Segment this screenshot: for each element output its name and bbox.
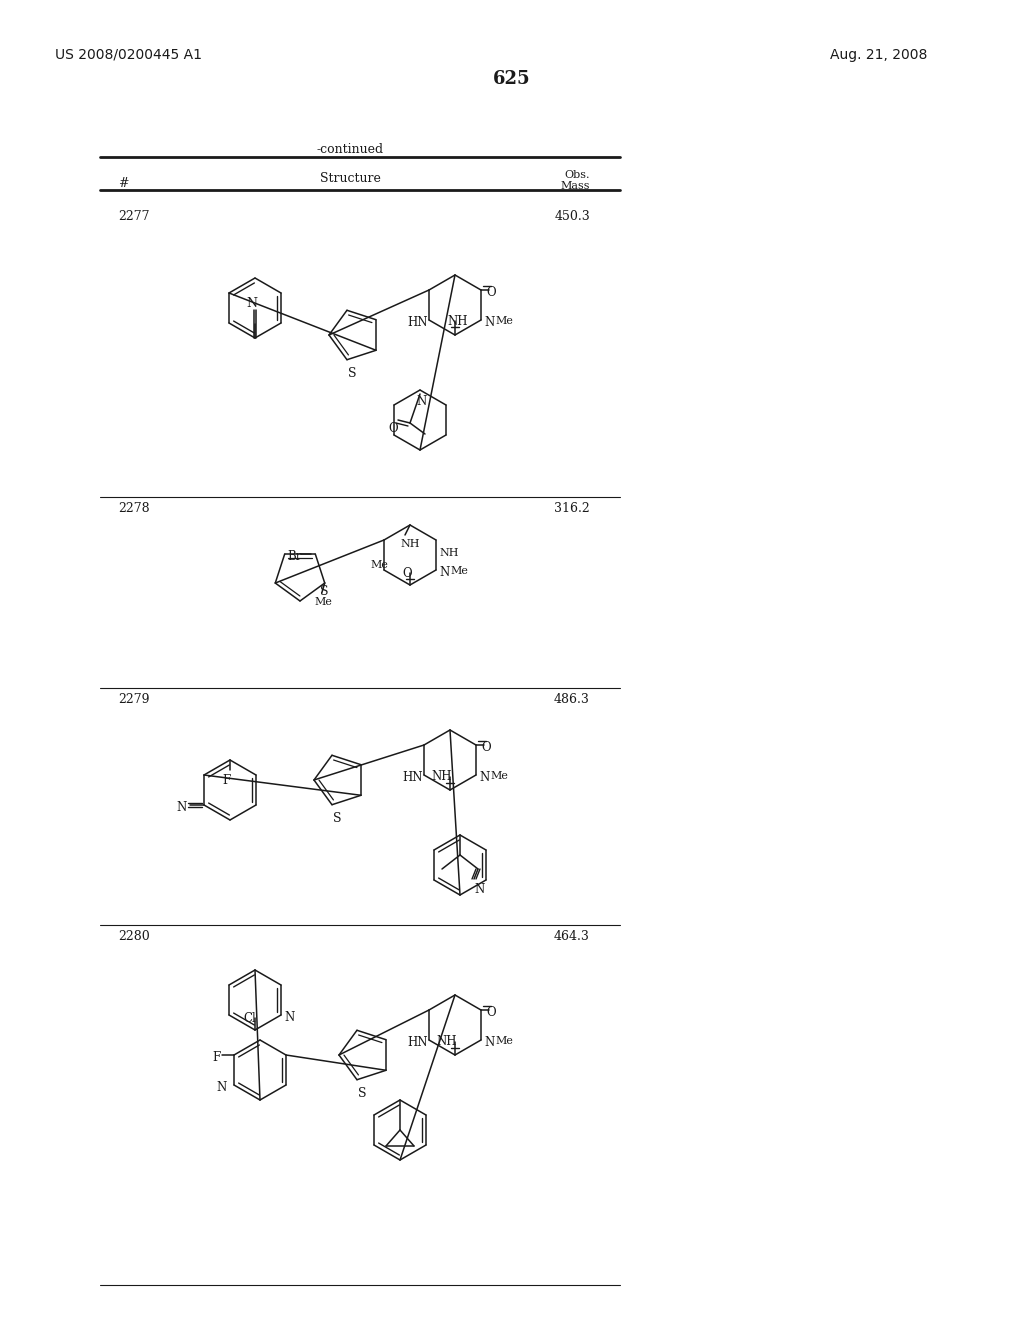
Text: 316.2: 316.2 bbox=[554, 502, 590, 515]
Text: N: N bbox=[416, 395, 426, 408]
Text: Me: Me bbox=[495, 315, 513, 326]
Text: NH: NH bbox=[439, 548, 459, 558]
Text: HN: HN bbox=[402, 771, 423, 784]
Text: 2279: 2279 bbox=[118, 693, 150, 706]
Text: O: O bbox=[486, 286, 496, 300]
Text: N: N bbox=[247, 297, 257, 310]
Text: N: N bbox=[479, 771, 489, 784]
Text: 486.3: 486.3 bbox=[554, 693, 590, 706]
Text: N: N bbox=[484, 1036, 495, 1049]
Text: -continued: -continued bbox=[316, 143, 384, 156]
Text: Aug. 21, 2008: Aug. 21, 2008 bbox=[830, 48, 928, 62]
Text: O: O bbox=[481, 741, 490, 754]
Text: 464.3: 464.3 bbox=[554, 931, 590, 942]
Text: Me: Me bbox=[370, 560, 388, 570]
Text: HN: HN bbox=[407, 1036, 427, 1049]
Text: N: N bbox=[439, 566, 450, 579]
Text: NH: NH bbox=[447, 315, 468, 327]
Text: 625: 625 bbox=[494, 70, 530, 88]
Text: NH: NH bbox=[432, 770, 453, 783]
Text: F: F bbox=[212, 1051, 220, 1064]
Text: Me: Me bbox=[495, 1036, 513, 1045]
Text: Cl: Cl bbox=[244, 1012, 256, 1026]
Text: O: O bbox=[402, 568, 412, 579]
Text: 2280: 2280 bbox=[118, 931, 150, 942]
Text: Mass: Mass bbox=[560, 181, 590, 191]
Text: N: N bbox=[216, 1081, 226, 1094]
Text: O: O bbox=[388, 422, 397, 436]
Text: US 2008/0200445 A1: US 2008/0200445 A1 bbox=[55, 48, 202, 62]
Text: #: # bbox=[118, 177, 128, 190]
Text: O: O bbox=[486, 1006, 496, 1019]
Text: Br: Br bbox=[288, 550, 302, 562]
Text: S: S bbox=[348, 367, 356, 380]
Text: Structure: Structure bbox=[319, 172, 381, 185]
Text: N: N bbox=[484, 315, 495, 329]
Text: S: S bbox=[319, 585, 329, 598]
Text: N: N bbox=[176, 801, 186, 814]
Text: Me: Me bbox=[450, 566, 468, 576]
Text: S: S bbox=[333, 812, 341, 825]
Text: Obs.: Obs. bbox=[564, 170, 590, 180]
Text: 2277: 2277 bbox=[118, 210, 150, 223]
Text: F: F bbox=[222, 774, 230, 787]
Text: NH: NH bbox=[400, 539, 420, 549]
Text: Me: Me bbox=[314, 597, 333, 607]
Text: HN: HN bbox=[407, 315, 427, 329]
Text: S: S bbox=[357, 1086, 367, 1100]
Text: 2278: 2278 bbox=[118, 502, 150, 515]
Text: 450.3: 450.3 bbox=[554, 210, 590, 223]
Text: Me: Me bbox=[489, 771, 508, 781]
Text: NH: NH bbox=[437, 1035, 458, 1048]
Text: N: N bbox=[284, 1011, 294, 1024]
Text: N: N bbox=[474, 883, 484, 896]
